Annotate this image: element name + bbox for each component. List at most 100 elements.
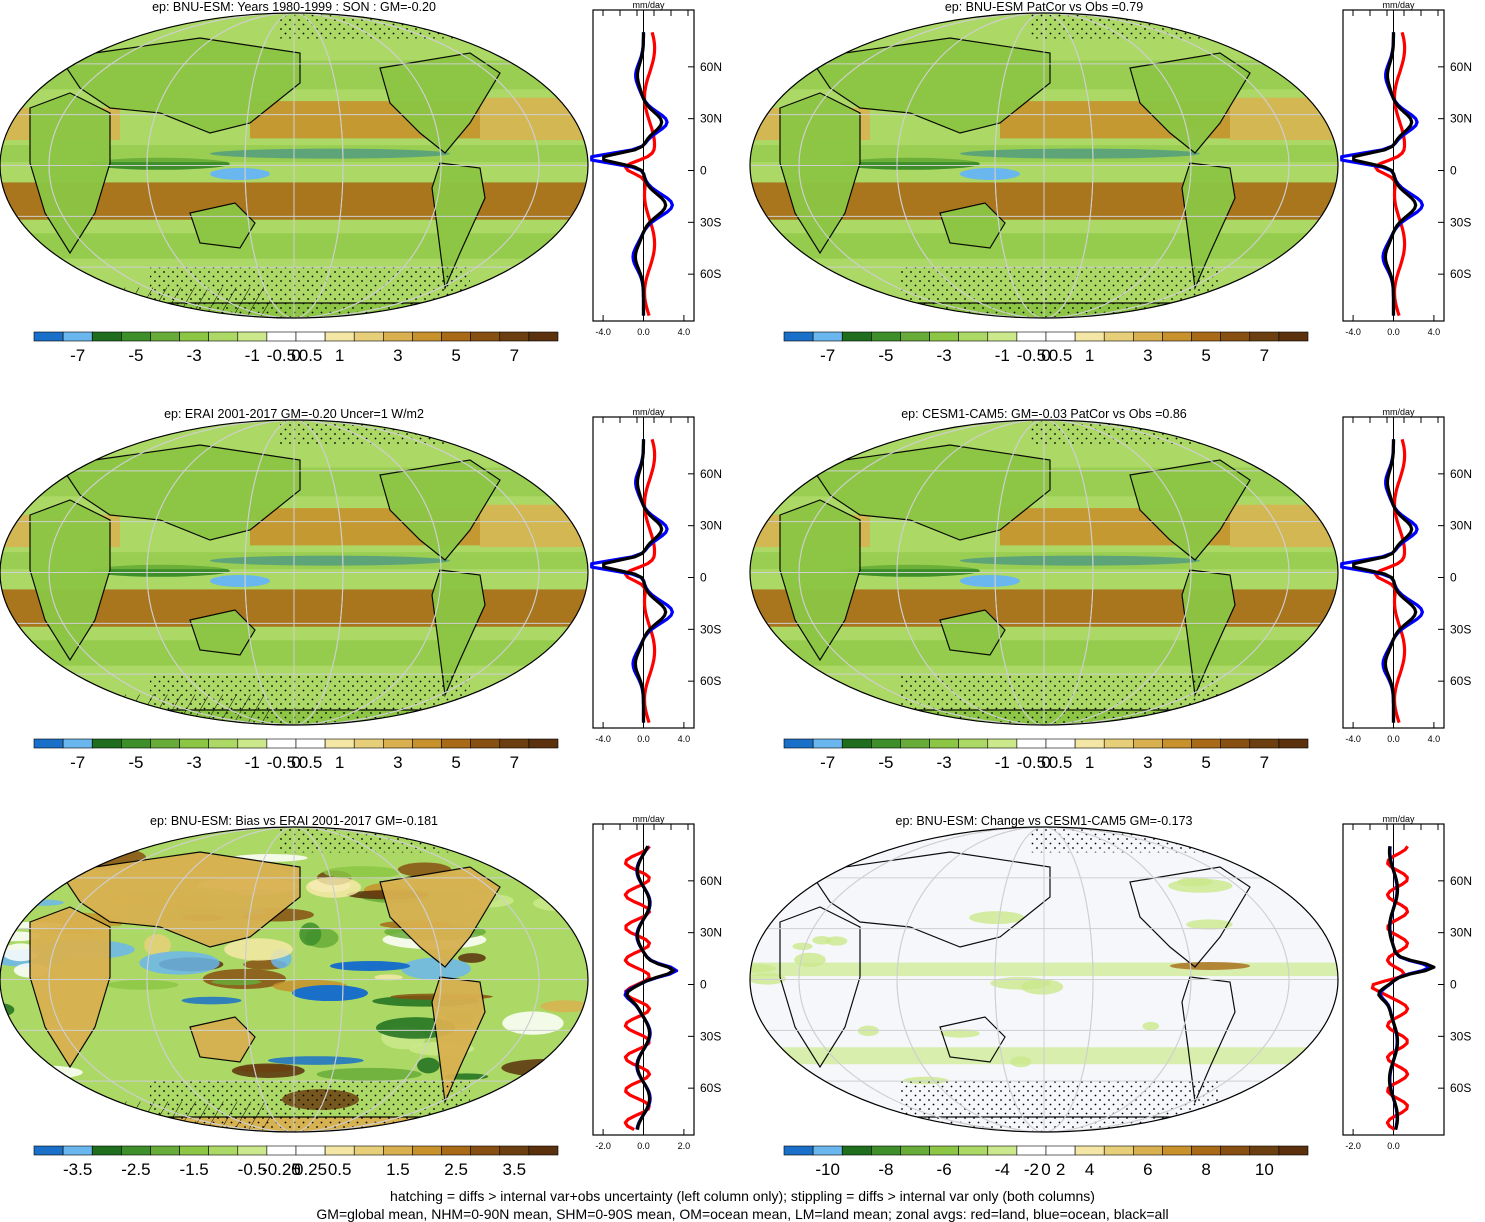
zonal-curve-all — [1352, 32, 1418, 316]
colorbar-swatch — [871, 1145, 901, 1156]
map-panel-5: ep: BNU-ESM: Change vs CESM1-CAM5 GM=-0.… — [749, 814, 1339, 1133]
continent-eurasia — [58, 37, 301, 134]
colorbar-label: -3 — [937, 753, 952, 772]
zonal-mean-plot-5: mm/day 60N 30N 0 30S 60S -2.0 0.0 — [1342, 814, 1472, 1151]
colorbar-swatch — [441, 738, 471, 749]
zonal-lat-label: 0 — [1450, 164, 1457, 178]
map-panel-4: ep: BNU-ESM: Bias vs ERAI 2001-2017 GM=-… — [0, 814, 589, 1133]
colorbar-swatch — [150, 738, 180, 749]
zonal-mean-plot-2: mm/day 60N 30N 0 30S 60S -4.0 0.0 4.0 — [590, 407, 722, 744]
colorbar-label: -1 — [245, 753, 260, 772]
zonal-lat-label: 30N — [1450, 112, 1472, 126]
colorbar-label: -5 — [128, 753, 143, 772]
colorbar-swatch — [1162, 331, 1192, 342]
zonal-x-label: -4.0 — [595, 734, 611, 744]
colorbar-swatch — [929, 1145, 959, 1156]
colorbar-swatch — [1074, 1145, 1105, 1156]
zonal-curve-all — [1377, 846, 1436, 1130]
colorbar-swatch — [470, 738, 501, 749]
colorbar-label: -0.5 — [1017, 346, 1046, 365]
colorbar-swatch — [841, 738, 872, 749]
colorbar-0: -7 -5 -3 -1 -0.500.5 1 3 5 7 — [33, 331, 559, 365]
continent-africa — [779, 499, 861, 662]
colorbar-label: -6 — [937, 1160, 952, 1179]
zonal-lat-label: 60S — [700, 674, 721, 688]
colorbar-swatch — [121, 331, 151, 342]
zonal-lat-label: 60N — [1450, 60, 1472, 74]
colorbar-swatch — [441, 331, 471, 342]
zonal-lat-label: 60N — [1450, 467, 1472, 481]
zonal-lat-label: 30S — [700, 622, 721, 636]
zonal-lat-label: 60N — [700, 60, 722, 74]
colorbar-swatch — [33, 738, 64, 749]
colorbar-swatch — [1220, 331, 1251, 342]
zonal-lat-label: 30S — [1450, 215, 1471, 229]
colorbar-swatch — [208, 1145, 239, 1156]
continent-australia — [189, 609, 256, 656]
colorbar-swatch — [121, 738, 151, 749]
colorbar-label: 0.5 — [1049, 753, 1073, 772]
colorbar-label: 1 — [1085, 753, 1094, 772]
continent-australia — [939, 609, 1006, 656]
colorbar-label: 5 — [451, 753, 460, 772]
colorbar-swatch — [1162, 1145, 1192, 1156]
zonal-mean-plot-4: mm/day 60N 30N 0 30S 60S -2.0 0.0 2.0 — [592, 814, 722, 1151]
zonal-lat-label: 60S — [1450, 1081, 1471, 1095]
colorbar-swatch — [91, 1145, 122, 1156]
colorbar-swatch — [929, 738, 959, 749]
colorbar-swatch — [1045, 1145, 1076, 1156]
colorbar-swatch — [441, 1145, 471, 1156]
colorbar-swatch — [266, 738, 297, 749]
colorbar-label: 2.5 — [444, 1160, 468, 1179]
colorbar-swatch — [812, 1145, 843, 1156]
continent-africa — [29, 92, 111, 255]
zonal-unit-label: mm/day — [632, 814, 665, 824]
zonal-lat-label: 30N — [1450, 519, 1472, 533]
colorbar-swatch — [1278, 1145, 1309, 1156]
zonal-lat-label: 60S — [700, 267, 721, 281]
hatching — [110, 287, 270, 318]
colorbar-swatch — [987, 738, 1018, 749]
continent-eurasia — [58, 444, 301, 541]
colorbar-label: 3 — [393, 346, 402, 365]
colorbar-swatch — [324, 1145, 355, 1156]
zonal-x-label: -2.0 — [595, 1141, 611, 1151]
zonal-unit-label: mm/day — [1382, 407, 1415, 417]
colorbar-swatch — [383, 1145, 413, 1156]
zonal-mean-plot-1: mm/day 60N 30N 0 30S 60S -4.0 0.0 4.0 — [1340, 0, 1472, 337]
colorbar-label: 5 — [451, 346, 460, 365]
zonal-curve-land — [1370, 845, 1410, 1131]
colorbar-swatch — [208, 738, 239, 749]
continent-australia — [189, 202, 256, 249]
colorbar-label: 1 — [1085, 346, 1094, 365]
colorbar-swatch — [266, 331, 297, 342]
colorbar-swatch — [783, 738, 814, 749]
hatching — [110, 1101, 270, 1132]
continent-australia — [189, 1016, 256, 1063]
colorbar-swatch — [179, 738, 209, 749]
colorbar-swatch — [528, 331, 559, 342]
colorbar-swatch — [470, 331, 501, 342]
colorbar-label: 7 — [510, 753, 519, 772]
zonal-lat-label: 30S — [1450, 1029, 1471, 1043]
zonal-unit-label: mm/day — [632, 0, 665, 10]
colorbar-swatch — [1162, 738, 1192, 749]
zonal-curve-land — [623, 438, 657, 724]
colorbar-swatch — [237, 331, 268, 342]
colorbar-label: -3.5 — [63, 1160, 92, 1179]
stippling — [280, 420, 480, 446]
colorbar-label: -7 — [820, 753, 835, 772]
colorbar-swatch — [987, 331, 1018, 342]
colorbar-label: -1 — [995, 753, 1010, 772]
zonal-lat-label: 30S — [700, 215, 721, 229]
colorbar-swatch — [237, 738, 268, 749]
colorbar-swatch — [1133, 1145, 1163, 1156]
colorbar-label: -2 — [1024, 1160, 1039, 1179]
colorbar-swatch — [1074, 738, 1105, 749]
colorbar-label: -0.5 — [1017, 753, 1046, 772]
stippling — [1030, 13, 1230, 39]
colorbar-swatch — [812, 331, 843, 342]
colorbar-swatch — [412, 1145, 442, 1156]
panel-title: ep: BNU-ESM: Change vs CESM1-CAM5 GM=-0.… — [896, 814, 1193, 828]
zonal-x-label: 4.0 — [678, 327, 691, 337]
